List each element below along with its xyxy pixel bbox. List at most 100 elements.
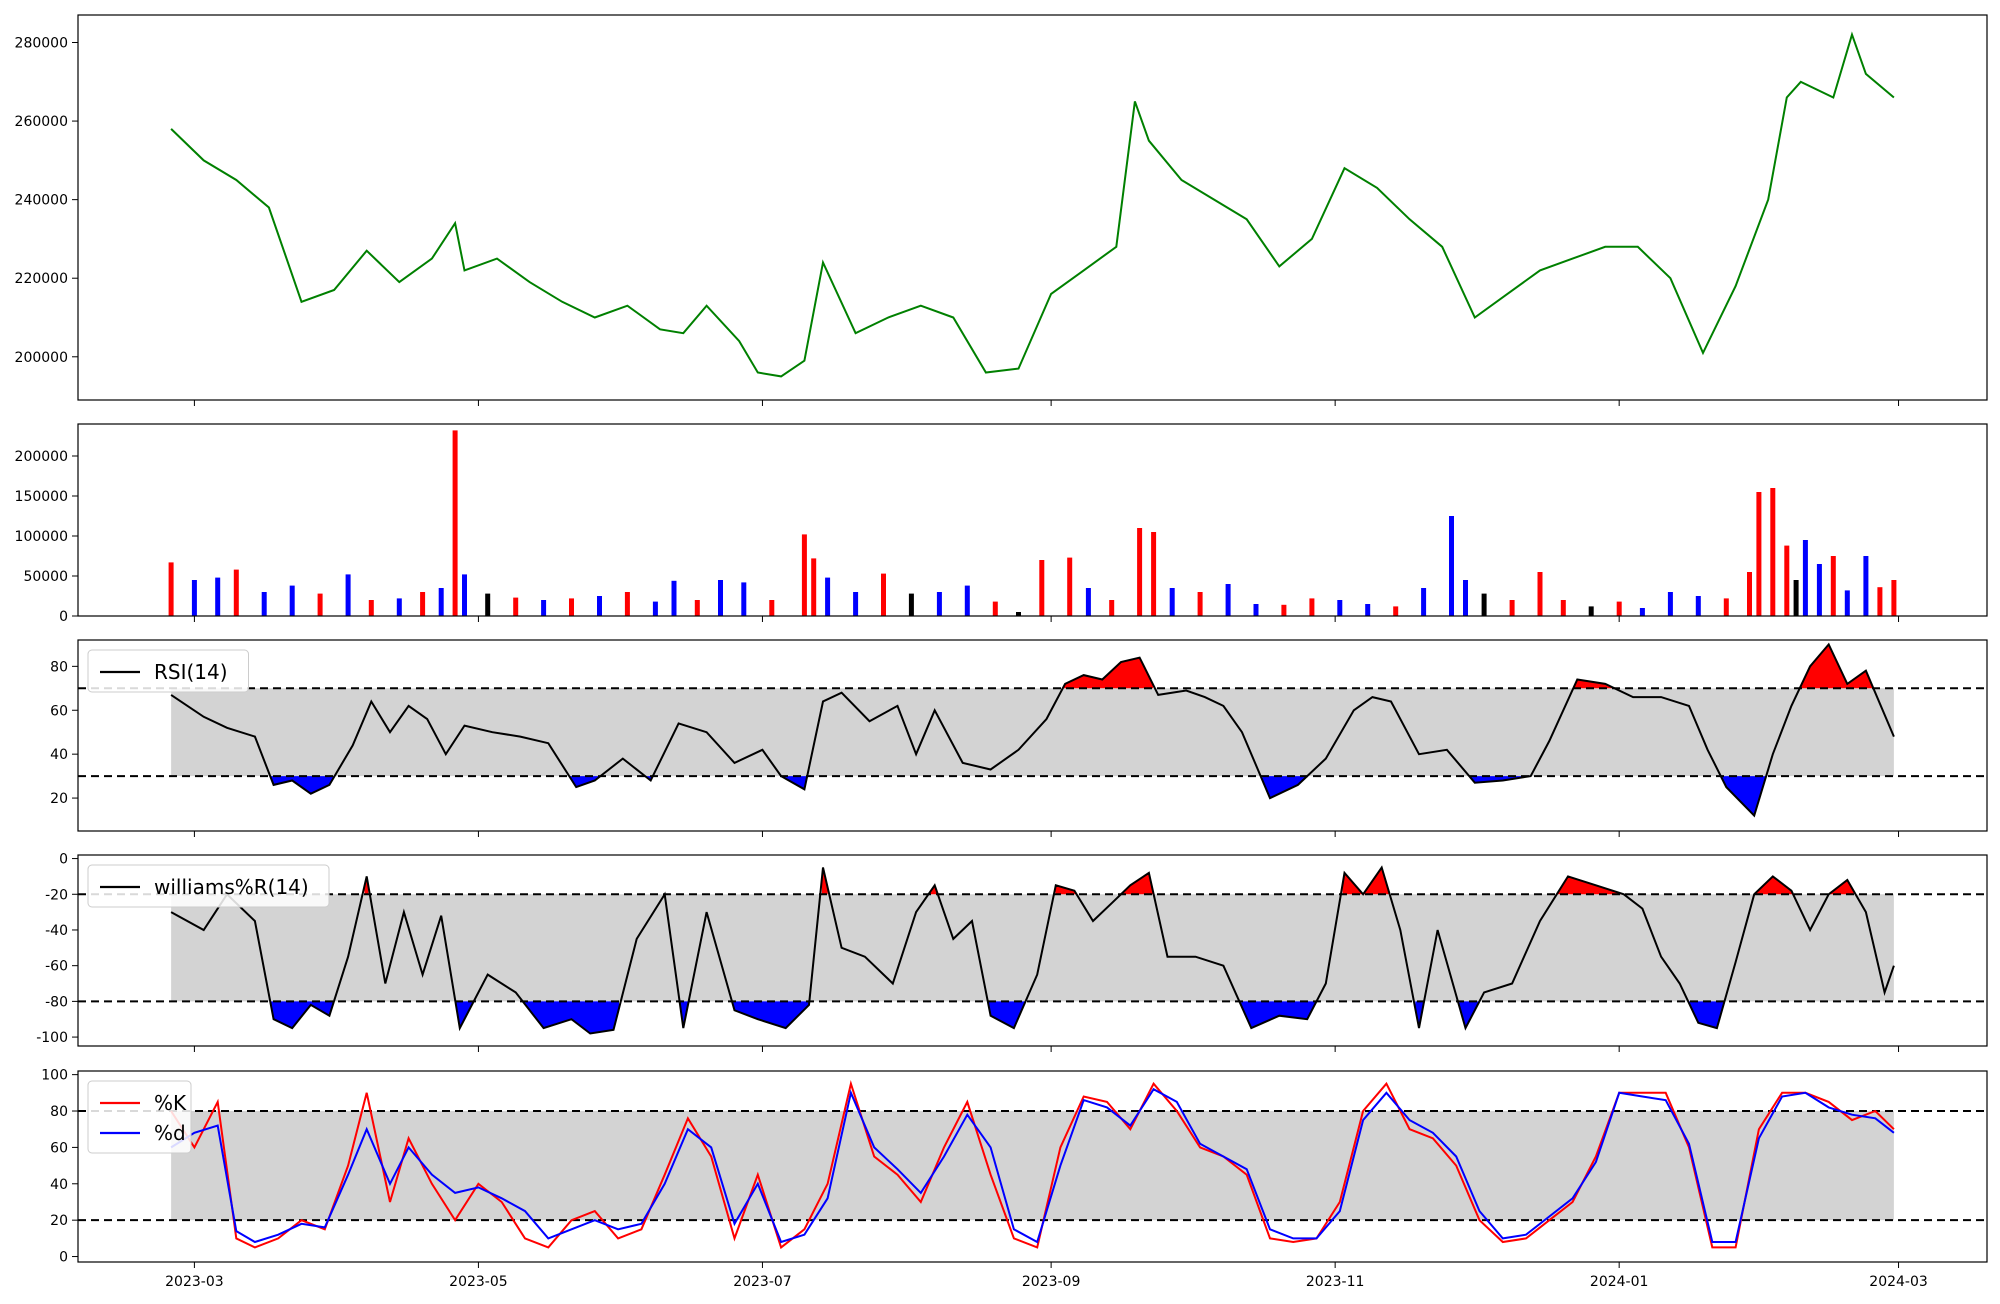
volume-ytick-label: 200000 — [15, 449, 68, 465]
volume-bar — [1151, 532, 1157, 616]
price-ytick-label: 200000 — [15, 350, 68, 366]
x-tick-label: 2023-03 — [165, 1274, 224, 1290]
volume-bar — [936, 592, 942, 616]
volume-bar — [1016, 612, 1021, 616]
volume-bar — [1481, 593, 1487, 616]
volume-bar — [1877, 587, 1883, 616]
volume-bar — [485, 593, 491, 616]
volume-bar — [1723, 598, 1729, 616]
volume-bar — [811, 558, 817, 616]
price-frame — [77, 14, 1988, 401]
volume-bar — [1253, 604, 1259, 616]
volume-bar — [652, 601, 658, 616]
rsi-overbought-fill — [1063, 657, 1154, 689]
volume-bar — [1137, 528, 1143, 616]
price-ytick-label: 220000 — [15, 271, 68, 287]
volume-bar — [1667, 592, 1673, 616]
rsi-overbought-fill — [1574, 679, 1615, 689]
volume-bar — [317, 593, 323, 616]
volume-bar — [1756, 492, 1762, 616]
williams-oversold-fill — [988, 1001, 1025, 1028]
rsi-panel: 20 40 60 80 RSI(14) — [50, 639, 1988, 837]
stoch-ytick-label: 0 — [59, 1250, 68, 1266]
volume-bar — [420, 592, 426, 616]
volume-bar — [1039, 560, 1045, 616]
volume-bar — [261, 592, 267, 616]
volume-bar — [396, 598, 402, 616]
volume-bar — [1085, 588, 1091, 616]
volume-bar — [1695, 596, 1701, 616]
rsi-line — [170, 642, 1895, 818]
rsi-oversold-fill — [1721, 776, 1766, 816]
volume-bar — [289, 585, 295, 616]
price-line — [170, 31, 1895, 378]
stoch-d-line — [170, 1087, 1895, 1244]
rsi-overbought-fill — [1800, 644, 1873, 689]
volume-bar — [1616, 601, 1622, 616]
williams-legend-box — [87, 864, 330, 908]
volume-bar — [1509, 600, 1515, 616]
stoch-neutral-band — [171, 1111, 1894, 1221]
volume-bar — [1802, 540, 1808, 616]
volume-bar — [992, 601, 998, 616]
volume-bar — [718, 580, 723, 616]
williams-line — [170, 865, 1895, 1035]
stoch-ytick-label: 80 — [50, 1104, 68, 1120]
rsi-ytick-label: 60 — [50, 703, 68, 719]
williams-oversold-fill — [1241, 1001, 1316, 1028]
williams-overbought-fill — [1756, 876, 1793, 895]
volume-bar — [1770, 488, 1776, 616]
rsi-oversold-fill — [569, 776, 600, 787]
williams-legend-label: williams%R(14) — [154, 875, 309, 899]
volume-bar — [1309, 598, 1315, 616]
rsi-oversold-fill — [270, 776, 334, 794]
williams-ytick-label: 0 — [59, 852, 68, 868]
volume-bar — [513, 597, 519, 616]
price-ytick-label: 240000 — [15, 193, 68, 209]
volume-bar — [1281, 604, 1287, 616]
volume-bar — [908, 593, 914, 616]
rsi-oversold-fill — [1262, 776, 1307, 798]
stoch-ytick-label: 20 — [50, 1213, 68, 1229]
volume-bar — [438, 588, 444, 616]
volume-bar — [462, 574, 467, 616]
williams-ytick-label: -80 — [45, 994, 68, 1010]
volume-bar — [741, 582, 747, 616]
williams-oversold-fill — [1415, 1001, 1423, 1028]
volume-bar — [541, 600, 547, 616]
williams-ytick-label: -20 — [45, 887, 68, 903]
williams-frame — [77, 854, 1988, 1047]
volume-bar — [452, 430, 458, 616]
williams-ytick-label: -60 — [45, 959, 68, 975]
volume-bar — [1891, 580, 1897, 616]
rsi-neutral-band — [171, 688, 1894, 777]
volume-ytick-label: 150000 — [15, 489, 68, 505]
volume-ytick-label: 100000 — [15, 529, 68, 545]
volume-bar — [1639, 608, 1645, 616]
volume-frame — [77, 423, 1988, 617]
volume-bar — [1421, 588, 1427, 616]
williams-panel: -100 -80 -60 -40 -20 0 williams%R(14) — [36, 852, 1988, 1052]
x-tick-label: 2023-05 — [449, 1274, 508, 1290]
rsi-legend-label: RSI(14) — [154, 660, 228, 684]
x-axis-tick-labels: 2023-03 2023-05 2023-07 2023-09 2023-11 2024-… — [165, 1274, 1928, 1290]
volume-bar — [1560, 600, 1566, 616]
volume-bar — [694, 600, 700, 616]
volume-bar — [233, 569, 239, 616]
volume-bar — [1844, 590, 1850, 616]
williams-ytick-label: -100 — [36, 1030, 68, 1046]
volume-bar — [569, 598, 574, 616]
stoch-ytick-label: 100 — [41, 1068, 68, 1084]
volume-bar — [881, 573, 886, 616]
rsi-ytick-label: 20 — [50, 791, 68, 807]
stoch-legend-label: %d — [154, 1121, 186, 1145]
volume-bar — [1109, 600, 1115, 616]
x-tick-label: 2023-07 — [733, 1274, 792, 1290]
volume-bar — [671, 580, 677, 616]
volume-bar — [769, 600, 775, 616]
volume-bar — [168, 562, 174, 616]
volume-bar — [191, 580, 197, 616]
price-ytick-label: 280000 — [15, 36, 68, 52]
